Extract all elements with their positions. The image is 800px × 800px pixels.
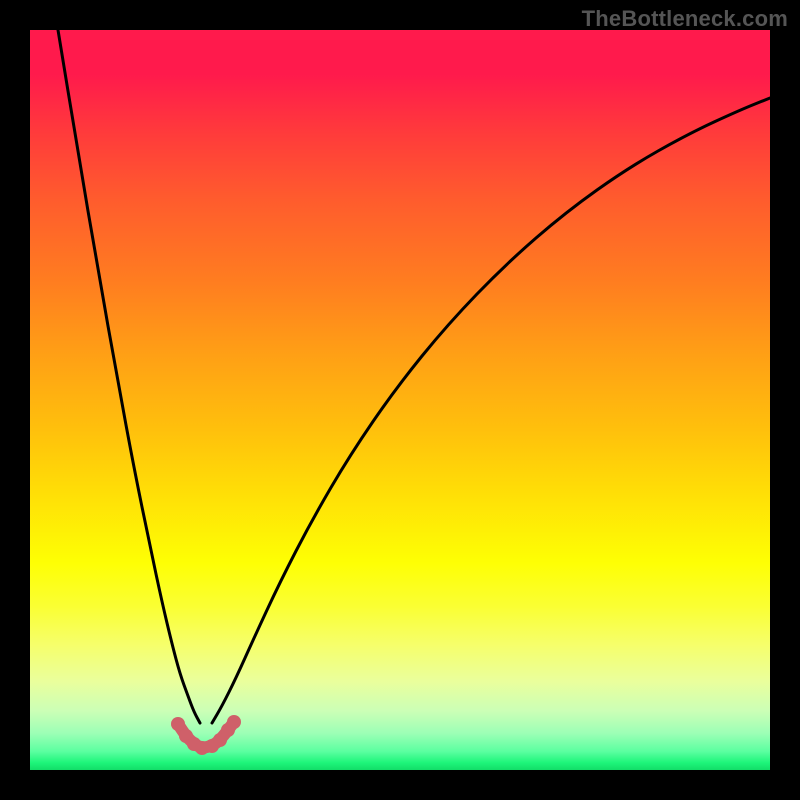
curve-right-branch	[212, 98, 770, 723]
plot-area	[30, 30, 770, 770]
curve-left-branch	[58, 30, 200, 723]
watermark-text: TheBottleneck.com	[582, 6, 788, 32]
chart-frame: TheBottleneck.com	[0, 0, 800, 800]
overlay-dot	[171, 717, 185, 731]
bottom-u-overlay-dots	[171, 715, 241, 755]
curve-layer	[30, 30, 770, 770]
overlay-dot	[227, 715, 241, 729]
